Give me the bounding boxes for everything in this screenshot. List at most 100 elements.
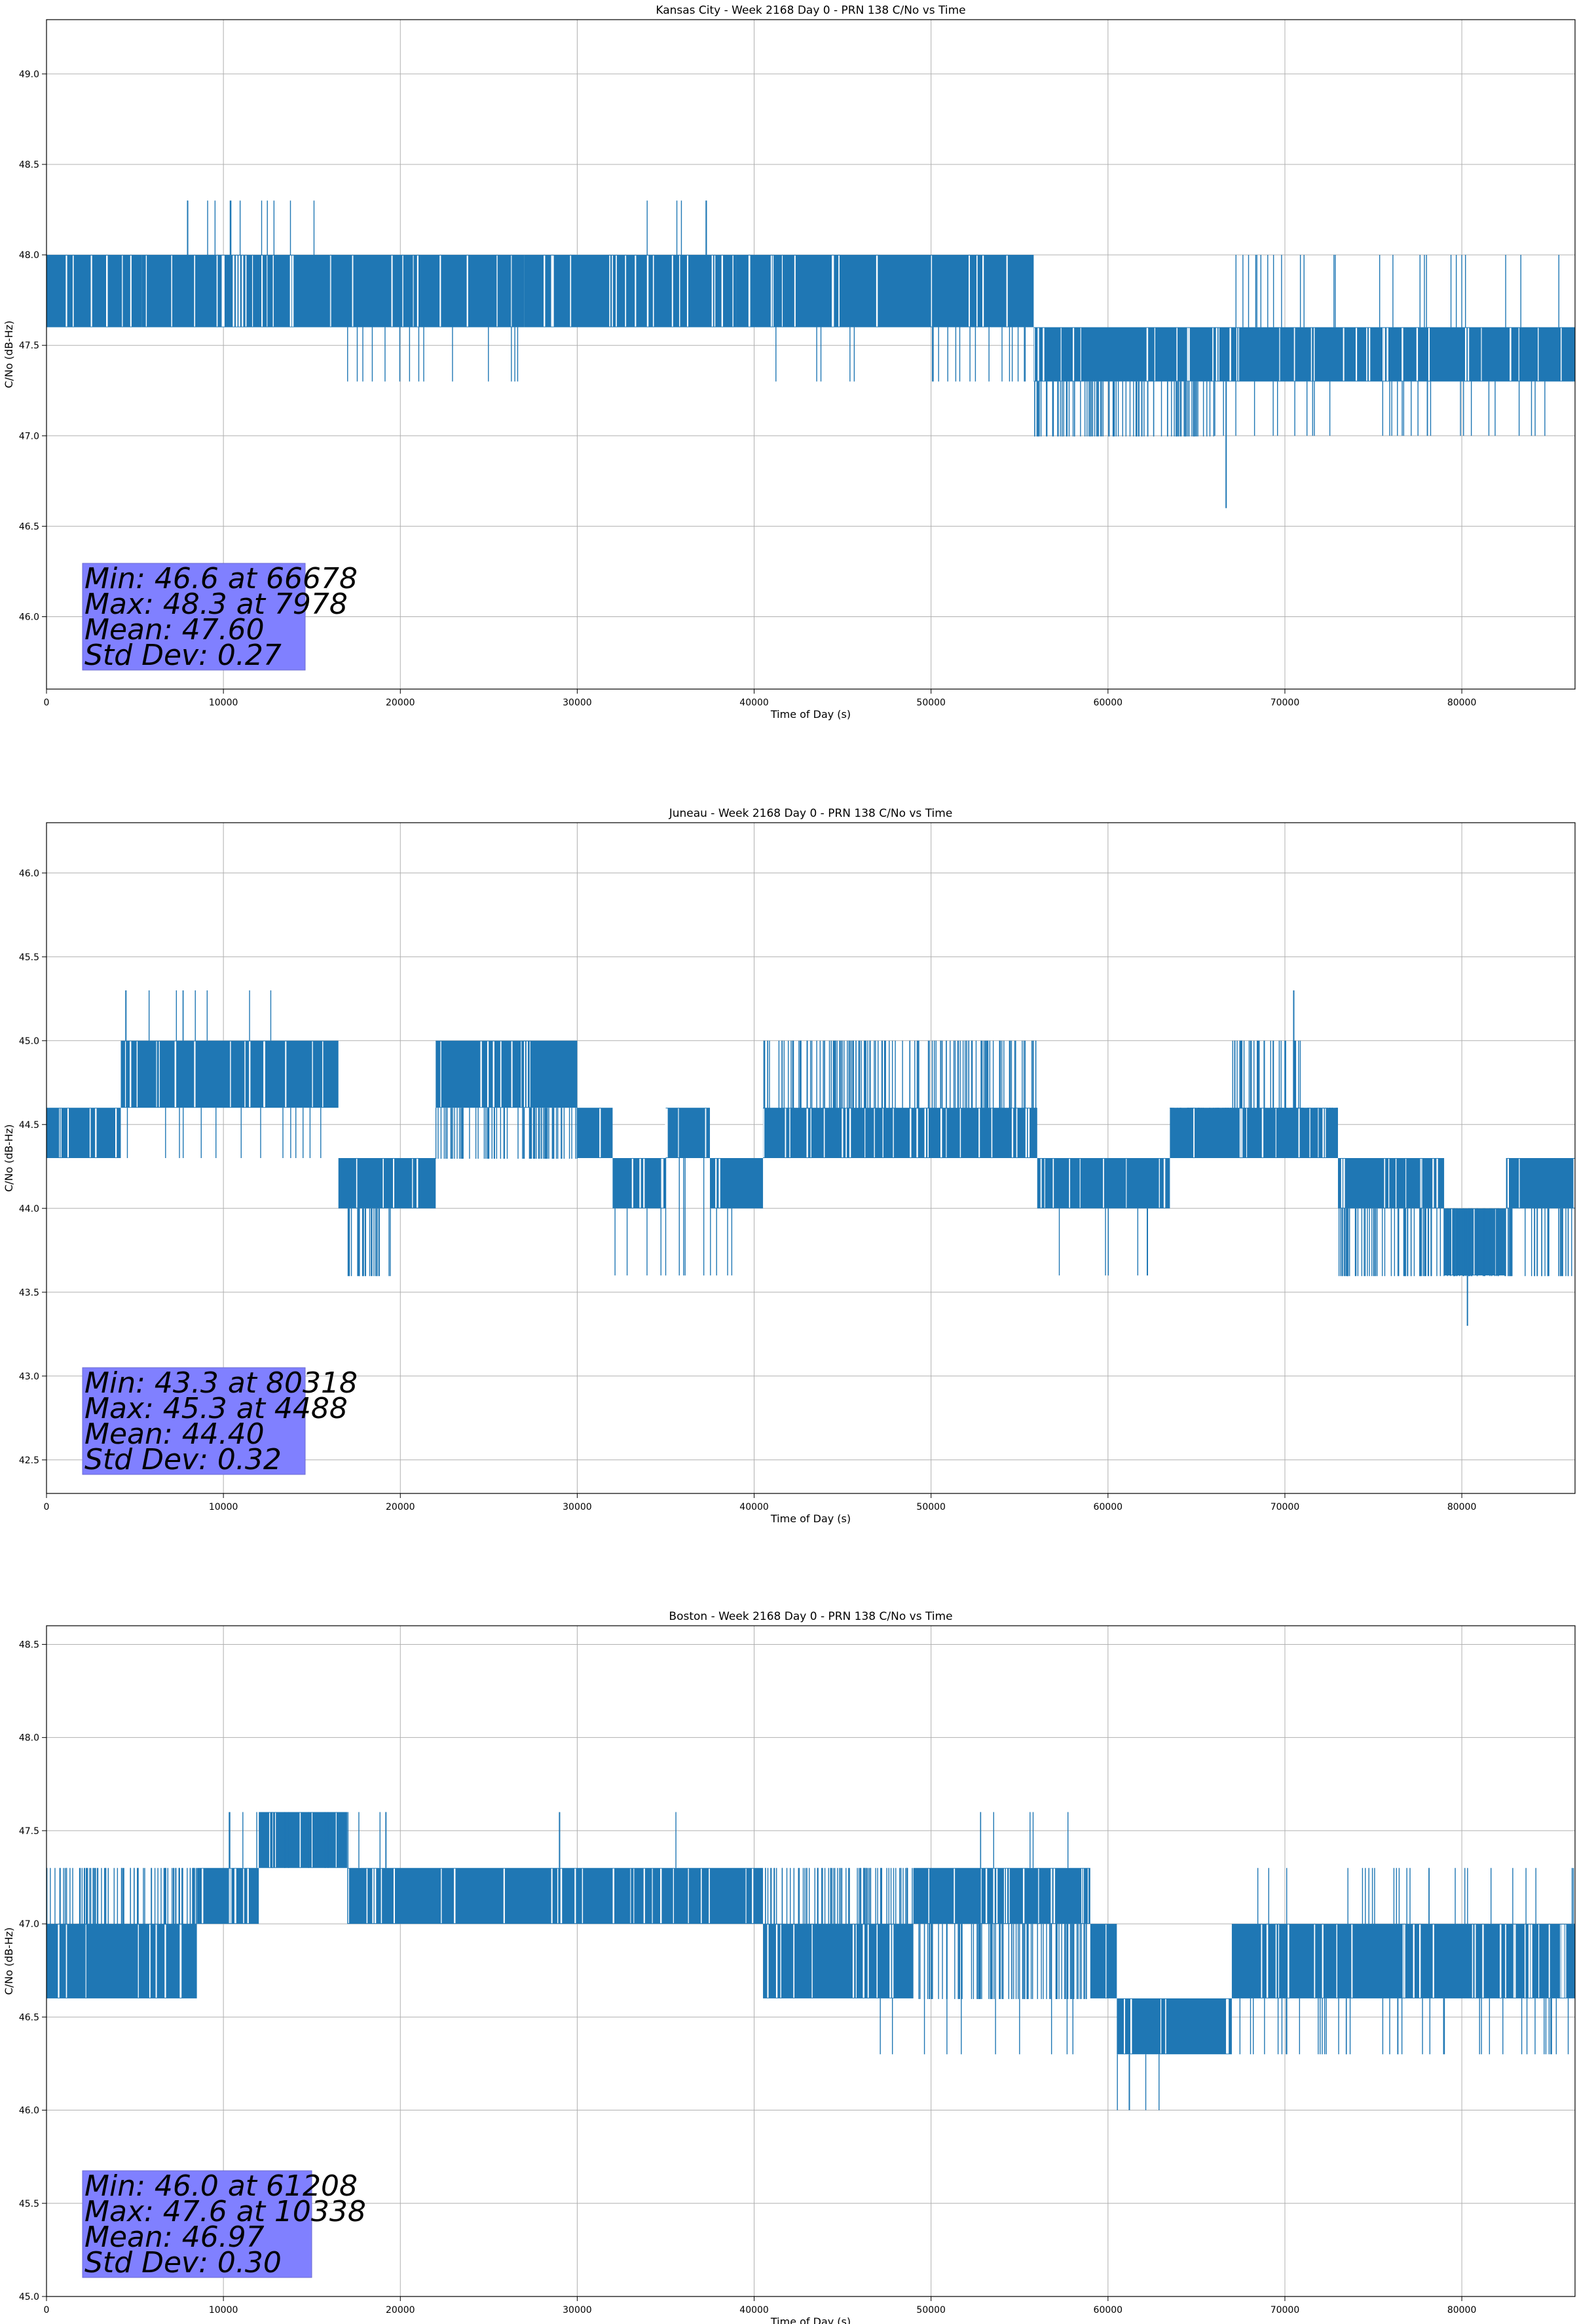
chart-2-y-tick-label: 46.0 bbox=[19, 869, 39, 879]
chart-2-data-band bbox=[1506, 1158, 1575, 1209]
chart-2-title: Juneau - Week 2168 Day 0 - PRN 138 C/No … bbox=[669, 807, 953, 820]
chart-1-series bbox=[46, 200, 1575, 508]
chart-3-y-tick-label: 47.0 bbox=[19, 1919, 39, 1930]
chart-2-axes-frame bbox=[46, 822, 1576, 1494]
chart-1-stats-std: Std Dev: 0.27 bbox=[84, 639, 282, 672]
chart-2-series bbox=[46, 990, 1576, 1326]
chart-2-data-band bbox=[436, 1040, 578, 1108]
chart-2-data-band bbox=[1338, 1158, 1445, 1209]
chart-2-stats-mean: Mean: 44.40 bbox=[84, 1417, 265, 1451]
chart-3-data-band bbox=[196, 1867, 259, 1924]
chart-3-y-axis-label: C/No (dB-Hz) bbox=[3, 1927, 15, 1995]
chart-2-stats-box bbox=[82, 1367, 306, 1475]
chart-1-axes-frame bbox=[46, 19, 1576, 690]
chart-3-x-tick-label: 0 bbox=[44, 2305, 50, 2315]
chart-2-data-band bbox=[1170, 1108, 1339, 1158]
chart-3-x-tick-label: 50000 bbox=[916, 2305, 946, 2315]
chart-3-x-tick-label: 20000 bbox=[386, 2305, 415, 2315]
chart-1-data-band bbox=[46, 255, 142, 328]
chart-3-data-band bbox=[1090, 1924, 1117, 1998]
chart-3-x-tick-label: 10000 bbox=[209, 2305, 238, 2315]
chart-2-x-tick-label: 60000 bbox=[1094, 1502, 1123, 1512]
chart-3-y-tick-label: 45.5 bbox=[19, 2199, 39, 2209]
chart-3-x-axis-label: Time of Day (s) bbox=[770, 2315, 851, 2324]
chart-1-stats-box bbox=[82, 563, 306, 671]
chart-1-y-tick-label: 47.5 bbox=[19, 341, 39, 351]
chart-1-y-axis-label: C/No (dB-Hz) bbox=[3, 320, 15, 388]
chart-2-y-tick-label: 44.0 bbox=[19, 1204, 39, 1214]
chart-1-x-tick-label: 0 bbox=[44, 698, 50, 708]
chart-1-x-tick-label: 30000 bbox=[563, 698, 592, 708]
chart-3-y-tick-label: 46.5 bbox=[19, 2012, 39, 2023]
chart-2-y-tick-label: 44.5 bbox=[19, 1120, 39, 1131]
chart-3-x-tick-label: 80000 bbox=[1447, 2305, 1477, 2315]
chart-1-y-tick-label: 49.0 bbox=[19, 69, 39, 80]
chart-3-title: Boston - Week 2168 Day 0 - PRN 138 C/No … bbox=[669, 1610, 952, 1623]
chart-3-y-tick-label: 45.0 bbox=[19, 2292, 39, 2302]
chart-1-stats-max: Max: 48.3 at 7978 bbox=[84, 588, 348, 621]
chart-3-stats-std: Std Dev: 0.30 bbox=[84, 2246, 282, 2279]
chart-3-data-band bbox=[259, 1812, 348, 1868]
chart-3-data-band bbox=[1117, 1998, 1232, 2055]
chart-2-data-band bbox=[665, 1108, 711, 1158]
chart-2-x-tick-label: 30000 bbox=[563, 1502, 592, 1512]
chart-3-data-band bbox=[913, 1867, 1090, 1924]
chart-1-x-tick-label: 40000 bbox=[739, 698, 769, 708]
chart-1-y-tick-label: 48.0 bbox=[19, 250, 39, 261]
chart-3-stats-min: Min: 46.0 at 61208 bbox=[84, 2169, 358, 2203]
chart-2-y-tick-label: 42.5 bbox=[19, 1455, 39, 1466]
chart-3-y-tick-label: 48.0 bbox=[19, 1733, 39, 1744]
chart-2-data-band bbox=[612, 1158, 666, 1209]
chart-3-x-tick-label: 70000 bbox=[1271, 2305, 1300, 2315]
chart-1-y-tick-label: 48.5 bbox=[19, 160, 39, 170]
chart-1-y-tick-label: 46.0 bbox=[19, 612, 39, 623]
chart-1-x-tick-label: 80000 bbox=[1447, 698, 1477, 708]
chart-1-data-band bbox=[524, 255, 737, 328]
chart-1: 0 10000 20000 30000 40000 50000 60000 70000 8000… bbox=[3, 4, 1576, 721]
chart-2-y-tick-label: 43.0 bbox=[19, 1372, 39, 1382]
chart-2-data-band bbox=[121, 1040, 339, 1108]
chart-1-data-band bbox=[329, 255, 525, 328]
chart-2-data-band bbox=[763, 1108, 1037, 1158]
chart-1-y-tick-label: 47.0 bbox=[19, 431, 39, 441]
chart-1-x-tick-label: 70000 bbox=[1271, 698, 1300, 708]
chart-1-x-tick-label: 50000 bbox=[916, 698, 946, 708]
chart-2-data-band bbox=[710, 1158, 764, 1209]
chart-3: 0 10000 20000 30000 40000 50000 60000 70000 8000… bbox=[3, 1610, 1576, 2324]
chart-3-stats-box bbox=[82, 2170, 312, 2278]
chart-1-stats-mean: Mean: 47.60 bbox=[84, 613, 265, 647]
chart-2-y-axis-label: C/No (dB-Hz) bbox=[3, 1124, 15, 1191]
chart-1-data-band bbox=[736, 255, 1034, 328]
chart-1-x-tick-label: 20000 bbox=[386, 698, 415, 708]
chart-1-x-tick-label: 10000 bbox=[209, 698, 238, 708]
chart-1-data-band bbox=[141, 255, 330, 328]
chart-3-data-band bbox=[763, 1924, 914, 1998]
chart-2-data-band bbox=[338, 1158, 436, 1209]
chart-2-y-tick-label: 43.5 bbox=[19, 1288, 39, 1298]
chart-2: 0 10000 20000 30000 40000 50000 60000 70000 8000… bbox=[3, 807, 1576, 1525]
chart-2-x-tick-label: 20000 bbox=[386, 1502, 415, 1512]
chart-2-stats-max: Max: 45.3 at 4488 bbox=[84, 1392, 348, 1425]
chart-2-x-axis-label: Time of Day (s) bbox=[770, 1512, 851, 1525]
chart-2-x-tick-label: 0 bbox=[44, 1502, 50, 1512]
chart-2-y-tick-label: 45.5 bbox=[19, 952, 39, 963]
chart-3-stats-mean: Mean: 46.97 bbox=[84, 2221, 265, 2254]
chart-2-x-tick-label: 80000 bbox=[1447, 1502, 1477, 1512]
chart-3-y-tick-label: 47.5 bbox=[19, 1826, 39, 1837]
chart-2-x-tick-label: 10000 bbox=[209, 1502, 238, 1512]
chart-3-x-tick-label: 60000 bbox=[1094, 2305, 1123, 2315]
chart-3-data-band bbox=[347, 1867, 764, 1924]
chart-2-y-tick-label: 45.0 bbox=[19, 1036, 39, 1047]
chart-3-x-tick-label: 40000 bbox=[739, 2305, 769, 2315]
chart-3-series bbox=[46, 1812, 1575, 2110]
chart-3-stats-max: Max: 47.6 at 10338 bbox=[84, 2195, 366, 2228]
chart-1-data-band bbox=[1214, 327, 1575, 382]
chart-2-stats-std: Std Dev: 0.32 bbox=[84, 1443, 282, 1476]
chart-3-data-band bbox=[46, 1924, 197, 1998]
chart-3-x-tick-label: 30000 bbox=[563, 2305, 592, 2315]
chart-3-axes-frame bbox=[46, 1625, 1576, 2297]
chart-1-title: Kansas City - Week 2168 Day 0 - PRN 138 … bbox=[656, 4, 965, 17]
chart-1-x-axis-label: Time of Day (s) bbox=[770, 708, 851, 721]
chart-2-x-tick-label: 50000 bbox=[916, 1502, 946, 1512]
